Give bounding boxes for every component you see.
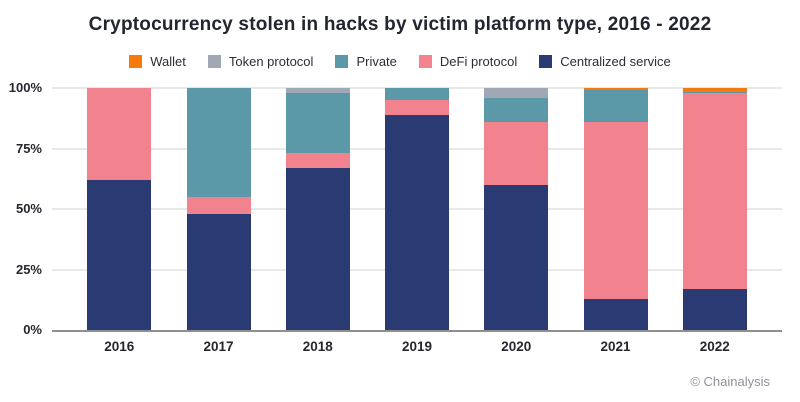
- centralized-service-swatch-icon: [539, 55, 553, 68]
- x-axis-labels: 2016 2017 2018 2019 2020 2021 2022: [52, 339, 782, 354]
- bar-column-2020: [484, 88, 549, 330]
- bar-column-2019: [385, 88, 449, 330]
- bar-segment-centralized-service-2017: [186, 213, 251, 330]
- bar-segment-token-protocol-2018: [285, 88, 350, 93]
- bar-segment-token-protocol-2020: [484, 88, 549, 98]
- y-tick-label-25: 25%: [15, 261, 42, 277]
- y-tick-label-50: 50%: [15, 201, 42, 216]
- bar-segment-centralized-service-2022: [682, 288, 747, 330]
- legend-item-token-protocol: Token protocol: [207, 54, 314, 69]
- bar-column-2018: [285, 88, 350, 330]
- bar-column-2021: [583, 88, 648, 330]
- bar-segment-private-2018: [285, 92, 350, 154]
- legend-item-centralized-service: Centralized service: [539, 54, 671, 69]
- attribution-text: © Chainalysis: [690, 374, 770, 389]
- chart-title: Cryptocurrency stolen in hacks by victim…: [88, 14, 712, 35]
- bar-segment-centralized-service-2016: [87, 179, 152, 330]
- x-tick-label-2018: 2018: [302, 339, 333, 354]
- legend-label: Centralized service: [560, 54, 671, 69]
- gridline-100: [52, 87, 782, 89]
- bar-segment-centralized-service-2019: [385, 114, 449, 330]
- legend: Wallet Token protocol Private DeFi protocol…: [0, 54, 800, 69]
- legend-label: Token protocol: [228, 54, 314, 69]
- bar-segment-private-2021: [583, 90, 648, 122]
- legend-item-defi-protocol: DeFi protocol: [418, 54, 518, 69]
- bar-segment-centralized-service-2018: [285, 167, 350, 330]
- bar-segment-defi-protocol-2019: [385, 100, 449, 115]
- bar-segment-wallet-2021: [583, 88, 648, 91]
- defi-protocol-swatch-icon: [418, 55, 432, 68]
- plot-area: [52, 87, 782, 332]
- bar-segment-private-2019: [385, 88, 449, 101]
- bar-segment-defi-protocol-2022: [682, 92, 747, 289]
- legend-label: DeFi protocol: [439, 54, 518, 69]
- legend-label: Wallet: [150, 54, 186, 69]
- bar-column-2017: [186, 88, 251, 330]
- bar-column-2016: [87, 88, 152, 330]
- x-tick-label-2021: 2021: [600, 339, 631, 354]
- bar-column-2022: [682, 88, 747, 330]
- bar-segment-defi-protocol-2016: [87, 88, 152, 180]
- private-swatch-icon: [335, 55, 349, 68]
- bar-segment-defi-protocol-2018: [285, 153, 350, 168]
- bar-segment-defi-protocol-2020: [484, 121, 549, 185]
- bar-segment-centralized-service-2020: [484, 184, 549, 330]
- x-tick-label-2020: 2020: [501, 339, 532, 354]
- bar-segment-private-2017: [186, 88, 251, 197]
- x-tick-label-2022: 2022: [699, 339, 730, 354]
- wallet-swatch-icon: [129, 55, 143, 68]
- bar-segment-wallet-2022: [682, 88, 747, 92]
- x-tick-label-2016: 2016: [104, 339, 135, 354]
- bar-segment-centralized-service-2021: [583, 298, 648, 330]
- token-protocol-swatch-icon: [207, 55, 221, 68]
- y-tick-label-75: 75%: [15, 140, 42, 156]
- legend-item-private: Private: [335, 54, 397, 69]
- bar-segment-private-2020: [484, 97, 549, 122]
- y-axis-labels: 0% 25% 50% 75% 100%: [0, 80, 46, 337]
- bars-container: [52, 88, 782, 330]
- bar-segment-defi-protocol-2017: [186, 196, 251, 214]
- bar-segment-private-2022: [682, 91, 747, 93]
- legend-label: Private: [356, 54, 397, 69]
- bar-segment-defi-protocol-2021: [583, 121, 648, 299]
- legend-item-wallet: Wallet: [129, 54, 186, 69]
- y-tick-label-100: 100%: [8, 80, 42, 95]
- y-tick-label-0: 0%: [23, 322, 42, 337]
- x-tick-label-2017: 2017: [203, 339, 234, 354]
- x-tick-label-2019: 2019: [401, 339, 433, 354]
